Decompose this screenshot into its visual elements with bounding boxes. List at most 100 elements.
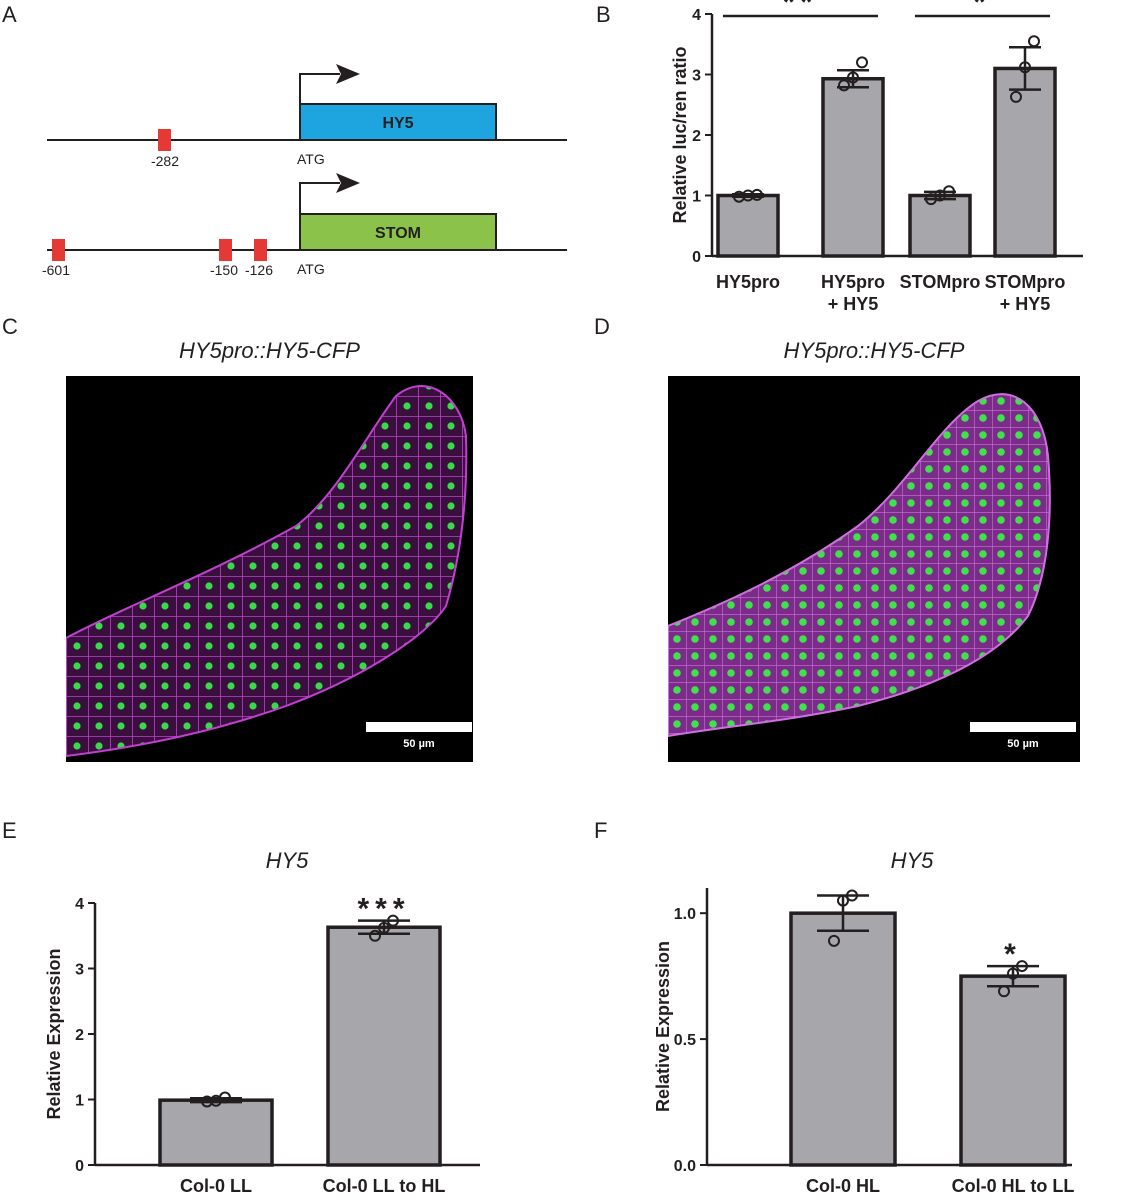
x-category-label: STOMpro	[985, 272, 1066, 292]
stom-site-label-150: -150	[210, 262, 238, 278]
x-category-label: Col-0 LL	[180, 1176, 252, 1196]
stom-construct: -601 -150 -126 STOM ATG	[42, 173, 567, 278]
y-tick-label: 0	[75, 1158, 84, 1175]
data-point	[751, 188, 763, 201]
y-tick-label: 0	[692, 249, 701, 266]
hy5-atg-label: ATG	[297, 151, 325, 167]
panel-e-chart: E HY5 0 1 2 3 4 Relative Expression Col-0 LL Col…	[2, 818, 480, 1196]
x-category-label: Col-0 LL to HL	[323, 1176, 446, 1196]
hy5-tss-arrow	[299, 73, 340, 104]
bar	[821, 76, 885, 258]
stom-gene-box	[299, 213, 497, 251]
panel-c-letter-holder: C	[2, 314, 18, 339]
panel-c-scale-bar	[366, 722, 472, 732]
panel-d-scale-label: 50 µm	[1007, 738, 1039, 750]
stom-atg-label: ATG	[297, 261, 325, 277]
y-tick-label: 0.0	[674, 1158, 696, 1175]
panel-letter-b: B	[596, 2, 611, 27]
y-tick-label: 0.5	[674, 1032, 696, 1049]
panel-letter-a: A	[2, 2, 17, 27]
y-tick-label: 2	[75, 1027, 84, 1044]
x-category-label: HY5pro	[716, 272, 780, 292]
y-axis-label: Relative Expression	[44, 948, 64, 1119]
y-tick-label: 3	[692, 68, 701, 85]
bar	[158, 1098, 274, 1167]
data-point	[846, 889, 858, 902]
leaf-tissue-c	[66, 385, 468, 758]
y-tick-label: 3	[75, 962, 84, 979]
data-point	[837, 894, 849, 907]
data-point	[838, 79, 850, 92]
x-category-label: Col-0 HL	[806, 1176, 880, 1196]
panel-c-micrograph: 50 µm	[66, 376, 473, 762]
panel-a-gene-diagram: A -282 HY5 ATG -601 -150 -126 STOM ATG	[2, 2, 567, 278]
hy5-gene-box	[299, 103, 497, 141]
data-point	[378, 921, 390, 934]
panel-c-title: HY5pro::HY5-CFP	[179, 338, 360, 363]
y-axis-label: Relative Expression	[653, 941, 673, 1112]
panel-d-tissue	[668, 393, 1051, 738]
data-point	[1007, 967, 1019, 980]
hy5-gene-label: HY5	[382, 115, 413, 132]
y-tick-label: 1	[75, 1093, 84, 1110]
data-point	[1016, 960, 1028, 973]
panel-d-scale-bar	[970, 722, 1076, 732]
bar	[993, 66, 1057, 258]
stom-site-label-126: -126	[245, 262, 273, 278]
x-category-label: HY5pro	[821, 272, 885, 292]
data-point	[856, 56, 868, 69]
stom-site-label-601: -601	[42, 262, 70, 278]
panel-d-letter-holder: D	[594, 314, 610, 339]
stom-binding-site-601	[52, 239, 65, 261]
x-category-label: STOMpro	[900, 272, 981, 292]
panel-b-chart: B 0 1 2 3 4 Relative luc/ren ratio HY5pro HY5pr…	[596, 0, 1083, 314]
panel-letter-f: F	[594, 818, 607, 843]
stom-arrowhead	[336, 173, 360, 193]
data-point	[219, 1091, 231, 1104]
data-point	[1010, 90, 1022, 103]
bar	[789, 911, 897, 1167]
chart-E-title: HY5	[266, 848, 310, 873]
stom-gene-label: STOM	[375, 225, 421, 242]
y-tick-label: 1	[692, 189, 701, 206]
chart-F-title: HY5	[891, 848, 935, 873]
hy5-binding-site	[158, 129, 171, 151]
panel-d-title: HY5pro::HY5-CFP	[783, 338, 965, 363]
data-point	[828, 934, 840, 947]
panel-letter-c: C	[2, 314, 18, 339]
y-tick-label: 1.0	[674, 906, 696, 923]
bar	[908, 193, 972, 258]
bar	[326, 925, 442, 1167]
hy5-arrowhead	[336, 64, 360, 84]
y-tick-label: 4	[75, 896, 84, 913]
data-point	[847, 71, 859, 84]
hy5-site-label: -282	[151, 153, 179, 169]
panel-d-micrograph: 50 µm	[668, 376, 1080, 762]
significance-label: ***	[357, 893, 410, 926]
significance-label: **	[783, 0, 818, 19]
bar	[716, 193, 780, 258]
x-category-label: Col-0 HL to LL	[952, 1176, 1075, 1196]
panel-c-scale-label: 50 µm	[403, 738, 435, 750]
leaf-tissue-d	[668, 393, 1051, 738]
data-point	[998, 985, 1010, 998]
y-axis-label: Relative luc/ren ratio	[670, 46, 690, 223]
hy5-construct: -282 HY5 ATG	[47, 64, 567, 169]
y-tick-label: 4	[692, 7, 701, 24]
data-point	[387, 914, 399, 927]
panel-letter-d: D	[594, 314, 610, 339]
panel-letter-e: E	[2, 818, 17, 843]
data-point	[1019, 61, 1031, 74]
data-point	[943, 185, 955, 198]
stom-binding-site-150	[219, 239, 232, 261]
bar	[959, 974, 1067, 1167]
panel-c-tissue	[66, 385, 468, 758]
data-point	[369, 929, 381, 942]
significance-label: *	[974, 0, 992, 19]
stom-tss-arrow	[299, 182, 340, 214]
significance-label: *	[1004, 938, 1022, 971]
x-category-label: + HY5	[1000, 294, 1051, 314]
x-category-label: + HY5	[828, 294, 879, 314]
data-point	[1028, 35, 1040, 48]
panel-f-chart: F HY5 0.0 0.5 1.0 Relative Expression Col-0 H…	[594, 818, 1075, 1196]
